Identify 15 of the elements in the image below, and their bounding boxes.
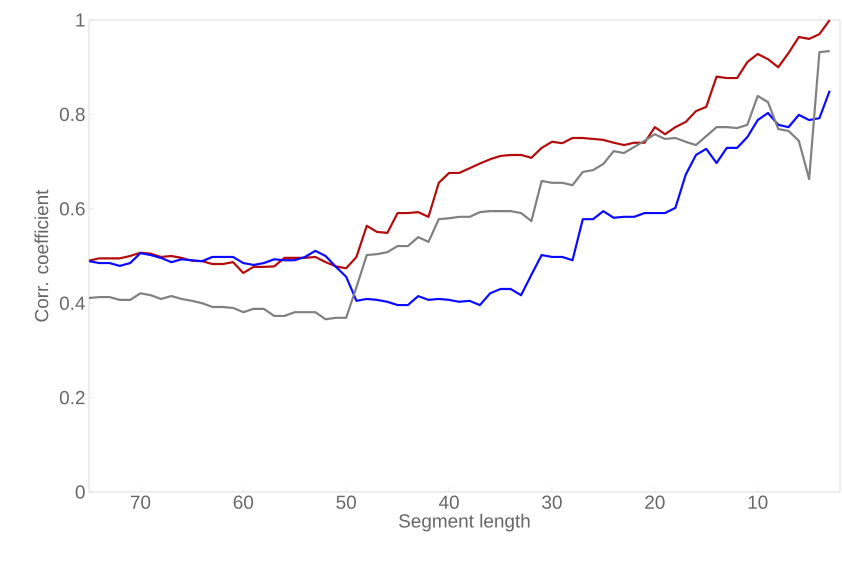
x-tick-label: 40 [438, 496, 459, 509]
y-axis-title: Corr. coefficient [34, 190, 48, 322]
x-tick-label: 70 [130, 496, 150, 509]
y-tick-label: 0.6 [60, 202, 85, 216]
x-tick-label: 30 [542, 496, 562, 509]
y-tick-label: 0.4 [60, 296, 85, 310]
y-tick-label: 0 [76, 485, 85, 499]
x-tick-label: 50 [336, 496, 356, 509]
y-tick-label: 1 [76, 13, 85, 27]
y-tick-label: 0.2 [60, 390, 85, 404]
x-tick-label: 60 [234, 496, 254, 509]
y-tick-label: 0.8 [60, 108, 85, 122]
x-tick-label: 20 [645, 496, 665, 509]
x-axis-title: Segment length [399, 514, 530, 532]
x-tick-label: 10 [748, 496, 768, 509]
